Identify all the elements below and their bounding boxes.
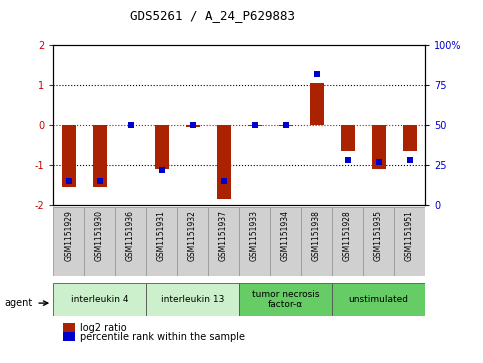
Text: GSM1151938: GSM1151938 bbox=[312, 210, 321, 261]
Bar bbox=[53, 207, 84, 276]
Text: percentile rank within the sample: percentile rank within the sample bbox=[80, 332, 245, 342]
Bar bbox=[146, 207, 177, 276]
Bar bbox=[53, 283, 146, 316]
Text: GSM1151933: GSM1151933 bbox=[250, 210, 259, 261]
Bar bbox=[394, 207, 425, 276]
Bar bbox=[310, 83, 324, 125]
Bar bbox=[84, 207, 115, 276]
Bar bbox=[146, 283, 239, 316]
Text: interleukin 4: interleukin 4 bbox=[71, 295, 128, 304]
Bar bbox=[62, 125, 76, 187]
Bar bbox=[63, 332, 75, 341]
Text: GDS5261 / A_24_P629883: GDS5261 / A_24_P629883 bbox=[130, 9, 295, 22]
Text: GSM1151934: GSM1151934 bbox=[281, 210, 290, 261]
Text: tumor necrosis
factor-α: tumor necrosis factor-α bbox=[252, 290, 319, 309]
Bar bbox=[270, 207, 301, 276]
Bar bbox=[363, 207, 394, 276]
Bar bbox=[208, 207, 239, 276]
Text: GSM1151930: GSM1151930 bbox=[95, 210, 104, 261]
Bar bbox=[402, 125, 416, 151]
Bar bbox=[177, 207, 208, 276]
Bar bbox=[93, 125, 107, 187]
Bar bbox=[63, 323, 75, 332]
Bar bbox=[155, 125, 169, 169]
Bar bbox=[239, 283, 332, 316]
Bar bbox=[279, 125, 293, 126]
Text: GSM1151936: GSM1151936 bbox=[126, 210, 135, 261]
Bar bbox=[115, 207, 146, 276]
Text: interleukin 13: interleukin 13 bbox=[161, 295, 224, 304]
Text: agent: agent bbox=[5, 298, 33, 308]
Bar bbox=[239, 207, 270, 276]
Bar bbox=[332, 207, 363, 276]
Bar bbox=[371, 125, 385, 169]
Text: GSM1151935: GSM1151935 bbox=[374, 210, 383, 261]
Bar bbox=[216, 125, 230, 199]
Text: GSM1151931: GSM1151931 bbox=[157, 210, 166, 261]
Text: GSM1151929: GSM1151929 bbox=[64, 210, 73, 261]
Text: log2 ratio: log2 ratio bbox=[80, 323, 127, 333]
Bar bbox=[185, 125, 199, 127]
Bar bbox=[248, 125, 262, 126]
Text: GSM1151937: GSM1151937 bbox=[219, 210, 228, 261]
Bar bbox=[332, 283, 425, 316]
Text: GSM1151951: GSM1151951 bbox=[405, 210, 414, 261]
Text: GSM1151932: GSM1151932 bbox=[188, 210, 197, 261]
Text: GSM1151928: GSM1151928 bbox=[343, 210, 352, 261]
Bar bbox=[301, 207, 332, 276]
Text: unstimulated: unstimulated bbox=[349, 295, 409, 304]
Bar bbox=[341, 125, 355, 151]
